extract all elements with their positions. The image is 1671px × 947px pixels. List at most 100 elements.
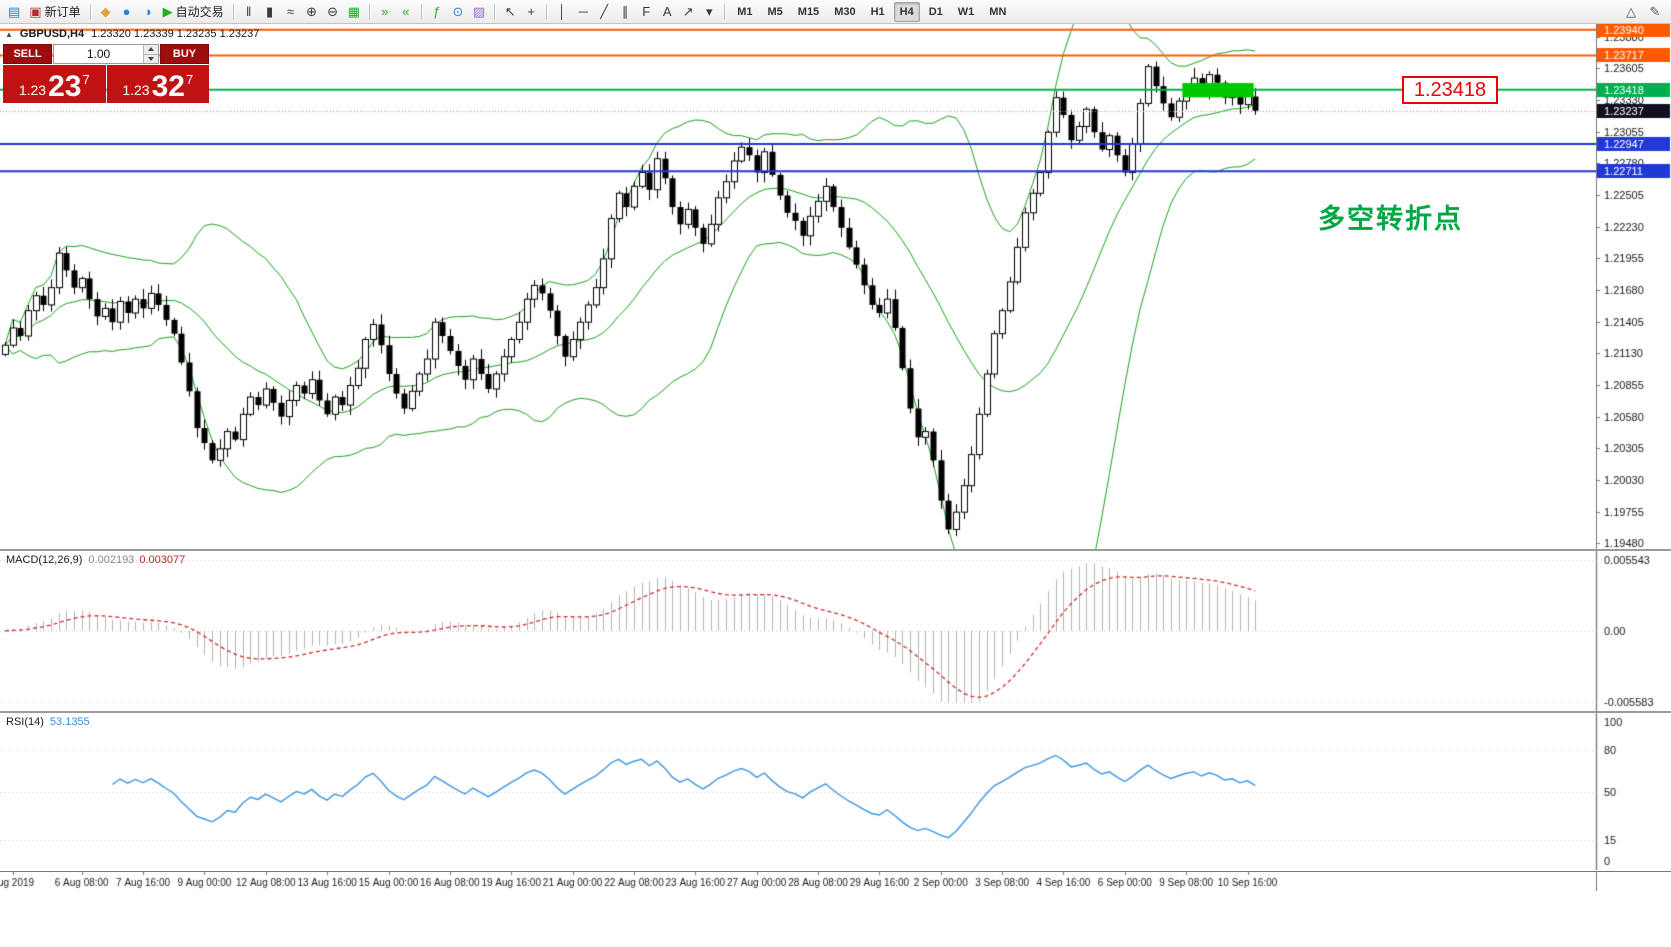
line-chart-icon: ≈ — [287, 4, 295, 19]
templates-icon: ▨ — [472, 4, 486, 19]
new-order-label: 新订单 — [44, 5, 81, 19]
bar-chart-button[interactable]: ‖ — [239, 2, 259, 22]
chart-shift-button[interactable]: « — [396, 2, 416, 22]
macd-name: MACD(12,26,9) — [6, 554, 83, 566]
sell-price-sup: 7 — [82, 72, 90, 87]
toolbar-items: ▤ ▣ 新订单 ◆ ● ◑ ▶ 自动交易 ‖ ▮ ≈ ⊕ ⊖ ▦ » « ƒ ⊙ ▨ ↖ + │ ─ ╱ ∥ F A ↗ ▾ M1 M5 M1… — [4, 1, 1621, 22]
toolbar: ▤ ▣ 新订单 ◆ ● ◑ ▶ 自动交易 ‖ ▮ ≈ ⊕ ⊖ ▦ » « ƒ ⊙ ▨ ↖ + │ ─ ╱ ∥ F A ↗ ▾ M1 M5 M1… — [0, 0, 1671, 24]
cursor-icon: ↖ — [504, 4, 516, 19]
profiles-icon: ◆ — [100, 4, 111, 19]
toolbar-right: △ ✎ — [1621, 2, 1667, 22]
new-order-button[interactable]: ▣ 新订单 — [25, 2, 84, 22]
reversal-annotation-text[interactable]: 多空转折点 — [1318, 204, 1463, 234]
macd-canvas[interactable] — [0, 551, 1671, 711]
market-watch-button[interactable]: ● — [117, 2, 137, 22]
timeframe-m5-button[interactable]: M5 — [767, 5, 783, 18]
macd-indicator-label: MACD(12,26,9) 0.002193 0.003077 — [6, 554, 185, 566]
text-label-button[interactable]: A — [657, 2, 677, 22]
sell-price-prefix: 1.23 — [18, 82, 47, 98]
chart-shift-icon: « — [402, 4, 410, 19]
market-watch-icon: ● — [122, 4, 131, 19]
pencil-button[interactable]: ✎ — [1645, 2, 1665, 22]
periods-icon: ⊙ — [452, 4, 464, 19]
new-chart-icon: ▤ — [8, 4, 21, 19]
toolbar-separator — [546, 3, 548, 20]
text-label-icon: A — [662, 4, 672, 19]
templates-button[interactable]: ▨ — [469, 2, 489, 22]
cursor-button[interactable]: ↖ — [500, 2, 520, 22]
up-triangle-icon: △ — [1626, 4, 1636, 19]
price-annotation-label[interactable]: 1.23418 — [1402, 76, 1498, 104]
one-click-trading-panel: SELL 1.00 BUY 1.23 23 7 1.23 32 7 — [3, 44, 209, 103]
buy-price-big: 32 — [151, 70, 185, 104]
time-axis-canvas[interactable] — [0, 871, 1671, 891]
crosshair-button[interactable]: + — [521, 2, 541, 22]
indicators-button[interactable]: ƒ — [427, 2, 447, 22]
timeframe-h1-button[interactable]: H1 — [870, 5, 885, 18]
ohlc-values-text: 1.23320 1.23339 1.23235 1.23237 — [91, 28, 260, 40]
volume-field[interactable]: 1.00 — [53, 44, 159, 64]
buy-button[interactable]: BUY — [160, 44, 209, 64]
shapes-button[interactable]: ▾ — [699, 2, 719, 22]
auto-scroll-button[interactable]: » — [375, 2, 395, 22]
volume-spinner — [143, 45, 158, 63]
arrows-button[interactable]: ↗ — [678, 2, 698, 22]
volume-down-icon — [148, 56, 154, 61]
main-chart-canvas[interactable] — [0, 24, 1671, 549]
buy-price-panel[interactable]: 1.23 32 7 — [106, 65, 209, 104]
profiles-button[interactable]: ◆ — [96, 2, 116, 22]
rsi-canvas[interactable] — [0, 713, 1671, 870]
timeframe-m1-button[interactable]: M1 — [737, 5, 753, 18]
sell-price-panel[interactable]: 1.23 23 7 — [3, 65, 106, 103]
arrows-icon: ↗ — [682, 4, 694, 19]
auto-trading-icon: ▶ — [162, 4, 173, 19]
periods-button[interactable]: ⊙ — [448, 2, 468, 22]
equidistant-channel-button[interactable]: ∥ — [615, 2, 635, 22]
new-chart-button[interactable]: ▤ — [4, 2, 24, 22]
volume-down-button[interactable] — [144, 54, 158, 63]
candlestick-chart-button[interactable]: ▮ — [260, 2, 280, 22]
zoom-out-icon: ⊖ — [327, 4, 339, 19]
zoom-in-icon: ⊕ — [306, 4, 318, 19]
panel-separator-rsi[interactable] — [0, 711, 1671, 713]
timeframe-mn-button[interactable]: MN — [989, 5, 1007, 18]
macd-signal-value: 0.003077 — [139, 554, 186, 566]
candlestick-chart-icon: ▮ — [266, 4, 274, 19]
line-chart-button[interactable]: ≈ — [281, 2, 301, 22]
up-triangle-button[interactable]: △ — [1621, 2, 1641, 22]
sell-button[interactable]: SELL — [3, 44, 52, 64]
toolbar-separator — [494, 3, 496, 20]
volume-up-button[interactable] — [144, 45, 158, 55]
auto-trading-button[interactable]: ▶ 自动交易 — [159, 2, 228, 22]
vertical-line-icon: │ — [558, 4, 567, 19]
timeframe-m15-button[interactable]: M15 — [797, 5, 820, 18]
chart-symbol-label: ▲ GBPUSD,H4 1.23320 1.23339 1.23235 1.23… — [5, 28, 259, 40]
one-click-toggle-icon[interactable]: ▲ — [5, 29, 13, 39]
rsi-indicator-label: RSI(14) 53.1355 — [6, 716, 90, 728]
toolbar-separator — [89, 3, 91, 20]
auto-trading-label: 自动交易 — [175, 5, 224, 19]
vertical-line-button[interactable]: │ — [552, 2, 572, 22]
timeframe-d1-button[interactable]: D1 — [928, 5, 943, 18]
timeframe-m30-button[interactable]: M30 — [834, 5, 856, 18]
toolbar-separator — [232, 3, 234, 20]
buy-price-sup: 7 — [185, 72, 194, 87]
tile-windows-button[interactable]: ▦ — [344, 2, 364, 22]
pencil-icon: ✎ — [1649, 4, 1661, 19]
data-window-button[interactable]: ◑ — [138, 2, 158, 22]
trend-line-button[interactable]: ╱ — [594, 2, 614, 22]
timeframe-w1-button[interactable]: W1 — [957, 5, 975, 18]
bar-chart-icon: ‖ — [245, 4, 252, 19]
volume-up-icon — [148, 47, 154, 52]
fibonacci-icon: F — [642, 4, 651, 19]
zoom-out-button[interactable]: ⊖ — [323, 2, 343, 22]
fibonacci-button[interactable]: F — [636, 2, 656, 22]
horizontal-line-button[interactable]: ─ — [573, 2, 593, 22]
zoom-in-button[interactable]: ⊕ — [302, 2, 322, 22]
timeframe-h4-button[interactable]: H4 — [893, 1, 920, 22]
new-order-icon: ▣ — [29, 4, 42, 19]
buy-price-prefix: 1.23 — [122, 82, 150, 98]
panel-separator-macd[interactable] — [0, 549, 1671, 551]
indicators-icon: ƒ — [433, 4, 441, 19]
